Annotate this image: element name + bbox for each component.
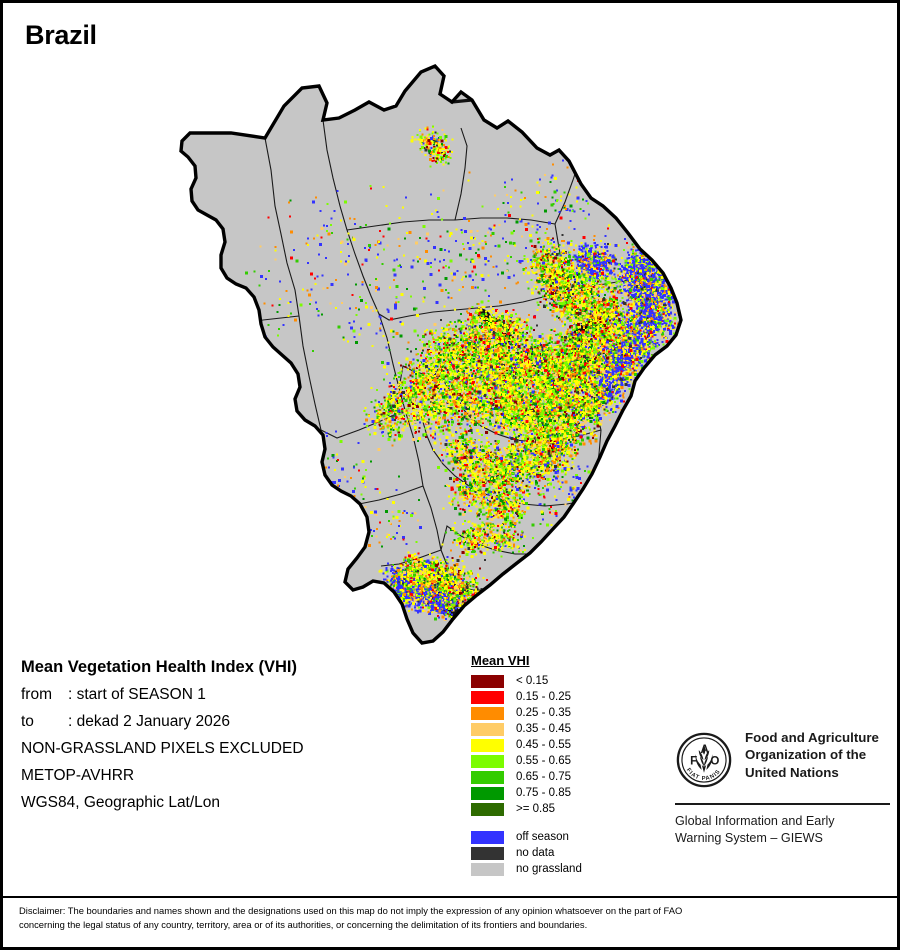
legend-class-label: 0.65 - 0.75 [516,771,571,784]
legend-class-row: 0.45 - 0.55 [471,737,582,753]
legend-special-label: no grassland [516,863,582,876]
info-row-to: to : dekad 2 January 2026 [21,713,441,731]
legend-class-swatch [471,690,504,704]
fao-name-line2: Organization of the [745,746,879,763]
legend-class-swatch [471,738,504,752]
fao-logo-row: F A O FIAT PANIS Food and Agriculture Or… [675,729,890,794]
info-row-from: from : start of SEASON 1 [21,686,441,704]
legend-class-label: 0.45 - 0.55 [516,739,571,752]
info-from-value: : start of SEASON 1 [68,686,206,704]
legend-class-label: >= 0.85 [516,803,555,816]
legend-special-list: off season no data no grassland [471,829,582,877]
legend-class-label: 0.25 - 0.35 [516,707,571,720]
legend-class-swatch [471,770,504,784]
legend-class-label: < 0.15 [516,675,548,688]
giews-line1: Global Information and Early [675,813,890,830]
legend-special-row: no grassland [471,861,582,877]
vhi-pixel-overlay [206,125,681,622]
legend-class-label: 0.55 - 0.65 [516,755,571,768]
legend-class-label: 0.15 - 0.25 [516,691,571,704]
legend-class-label: 0.75 - 0.85 [516,787,571,800]
disclaimer-line2: concerning the legal status of any count… [19,918,885,932]
legend-class-row: 0.25 - 0.35 [471,705,582,721]
info-sensor: METOP-AVHRR [21,767,441,785]
legend-class-swatch [471,674,504,688]
legend-title: Mean VHI [471,653,582,668]
fao-name-line1: Food and Agriculture [745,729,879,746]
info-filter-note: NON-GRASSLAND PIXELS EXCLUDED [21,740,441,758]
legend-special-swatch [471,830,504,844]
info-projection: WGS84, Geographic Lat/Lon [21,794,441,812]
page-title: Brazil [25,20,97,51]
legend-class-swatch [471,706,504,720]
legend-class-label: 0.35 - 0.45 [516,723,571,736]
info-to-value: : dekad 2 January 2026 [68,713,230,731]
map-figure[interactable] [3,58,897,648]
info-from-key: from [21,686,68,704]
legend-class-row: 0.65 - 0.75 [471,769,582,785]
legend-class-list: < 0.15 0.15 - 0.25 0.25 - 0.35 0.35 - 0.45 0… [471,673,582,817]
legend-special-row: no data [471,845,582,861]
legend-class-row: 0.15 - 0.25 [471,689,582,705]
disclaimer-divider [3,896,897,898]
info-to-key: to [21,713,68,731]
legend-special-label: no data [516,847,554,860]
map-info-block: Mean Vegetation Health Index (VHI) from … [21,658,441,821]
legend-special-row: off season [471,829,582,845]
legend-class-swatch [471,722,504,736]
legend-class-swatch [471,754,504,768]
giews-line2: Warning System – GIEWS [675,830,890,847]
legend-special-swatch [471,846,504,860]
fao-branding-block: F A O FIAT PANIS Food and Agriculture Or… [675,729,890,846]
legend-spacer [471,817,582,829]
legend-special-label: off season [516,831,569,844]
legend-class-row: < 0.15 [471,673,582,689]
legend-special-swatch [471,862,504,876]
map-legend: Mean VHI < 0.15 0.15 - 0.25 0.25 - 0.35 0.3… [471,653,582,877]
legend-class-swatch [471,786,504,800]
legend-class-row: 0.55 - 0.65 [471,753,582,769]
legend-class-row: 0.35 - 0.45 [471,721,582,737]
fao-organization-name: Food and Agriculture Organization of the… [745,729,879,781]
disclaimer-text: Disclaimer: The boundaries and names sho… [19,904,885,931]
fao-emblem-icon: F A O FIAT PANIS [675,731,733,794]
giews-subtitle: Global Information and Early Warning Sys… [675,813,890,846]
info-heading: Mean Vegetation Health Index (VHI) [21,658,441,677]
legend-class-swatch [471,802,504,816]
legend-class-row: >= 0.85 [471,801,582,817]
fao-divider [675,803,890,805]
fao-name-line3: United Nations [745,764,879,781]
disclaimer-line1: Disclaimer: The boundaries and names sho… [19,904,885,918]
legend-class-row: 0.75 - 0.85 [471,785,582,801]
